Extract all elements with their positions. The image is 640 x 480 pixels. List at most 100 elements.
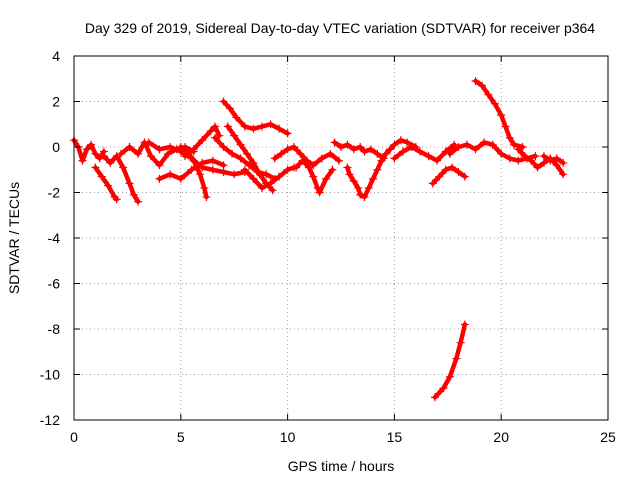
- series-arc-8: [181, 122, 224, 161]
- data-point: [290, 143, 299, 151]
- data-point: [215, 131, 224, 140]
- data-point: [240, 122, 249, 131]
- data-point: [514, 145, 523, 154]
- data-point: [249, 174, 258, 183]
- series-trace: [272, 144, 342, 168]
- data-point: [364, 183, 373, 192]
- data-point: [275, 124, 284, 133]
- data-point: [533, 163, 542, 172]
- data-point: [514, 156, 523, 165]
- data-point: [441, 165, 450, 174]
- data-point: [354, 183, 363, 192]
- data-point: [95, 154, 104, 163]
- data-point: [230, 131, 239, 140]
- data-point: [398, 147, 407, 156]
- series-arc-18: [428, 163, 469, 188]
- data-point: [456, 338, 465, 347]
- data-point: [518, 143, 527, 151]
- data-series: [70, 77, 568, 402]
- data-point: [200, 183, 209, 192]
- data-point: [198, 136, 207, 145]
- data-point: [266, 120, 275, 129]
- data-point: [445, 372, 454, 381]
- data-point: [155, 174, 164, 183]
- series-trace: [430, 165, 468, 186]
- data-point: [277, 149, 286, 158]
- series-trace: [182, 124, 222, 159]
- y-tick-label: 4: [52, 48, 60, 64]
- data-point: [497, 149, 506, 158]
- data-point: [82, 145, 91, 154]
- data-point: [219, 168, 228, 177]
- series-arc-15: [330, 138, 388, 163]
- series-arc-23: [430, 320, 469, 402]
- data-point: [448, 163, 457, 172]
- data-point: [527, 156, 536, 165]
- data-point: [270, 154, 279, 163]
- data-point: [433, 156, 442, 165]
- data-point: [552, 154, 561, 163]
- y-tick-label: 2: [52, 94, 60, 110]
- data-point: [292, 163, 301, 172]
- data-point: [539, 152, 548, 161]
- data-point: [202, 193, 211, 202]
- data-point: [304, 163, 313, 172]
- chart-title: Day 329 of 2019, Sidereal Day-to-day VTE…: [85, 20, 595, 36]
- data-point: [257, 183, 266, 192]
- series-trace: [541, 153, 566, 166]
- data-point: [219, 161, 228, 170]
- data-point: [296, 149, 305, 158]
- data-point: [206, 127, 215, 136]
- y-tick-label: -10: [40, 367, 60, 383]
- data-point: [255, 170, 264, 179]
- data-point: [386, 145, 395, 154]
- data-point: [249, 124, 258, 133]
- data-point: [125, 143, 134, 151]
- data-point: [373, 149, 382, 158]
- data-point: [505, 133, 514, 142]
- data-point: [176, 174, 185, 183]
- series-arc-14: [292, 156, 337, 197]
- data-point: [445, 149, 454, 158]
- data-point: [501, 122, 510, 131]
- data-point: [497, 111, 506, 120]
- data-point: [189, 145, 198, 154]
- data-point: [134, 149, 143, 158]
- x-tick-label: 10: [280, 429, 296, 445]
- series-trace: [225, 124, 275, 193]
- data-point: [552, 161, 561, 170]
- data-point: [345, 170, 354, 179]
- data-point: [166, 143, 175, 151]
- data-point: [416, 147, 425, 156]
- data-point: [219, 143, 228, 151]
- x-tick-label: 15: [387, 429, 403, 445]
- data-point: [125, 179, 134, 188]
- data-point: [189, 156, 198, 165]
- series-arc-16: [343, 136, 420, 202]
- data-point: [155, 145, 164, 154]
- data-point: [144, 138, 153, 147]
- data-point: [326, 149, 335, 158]
- data-point: [210, 122, 219, 131]
- data-point: [477, 81, 486, 90]
- series-trace: [332, 140, 386, 161]
- data-point: [166, 170, 175, 179]
- data-point: [155, 161, 164, 170]
- data-point: [531, 152, 540, 161]
- data-point: [407, 143, 416, 151]
- data-point: [228, 149, 237, 158]
- data-point: [249, 158, 258, 167]
- data-point: [116, 149, 125, 158]
- data-point: [349, 145, 358, 154]
- x-tick-label: 25: [600, 429, 616, 445]
- data-point: [505, 154, 514, 163]
- data-point: [463, 140, 472, 149]
- data-point: [343, 140, 352, 149]
- data-point: [87, 140, 96, 149]
- data-point: [146, 152, 155, 161]
- series-arc-11: [223, 122, 277, 195]
- data-point: [309, 161, 318, 170]
- x-tick-label: 20: [493, 429, 509, 445]
- data-point: [334, 156, 343, 165]
- data-point: [377, 156, 386, 165]
